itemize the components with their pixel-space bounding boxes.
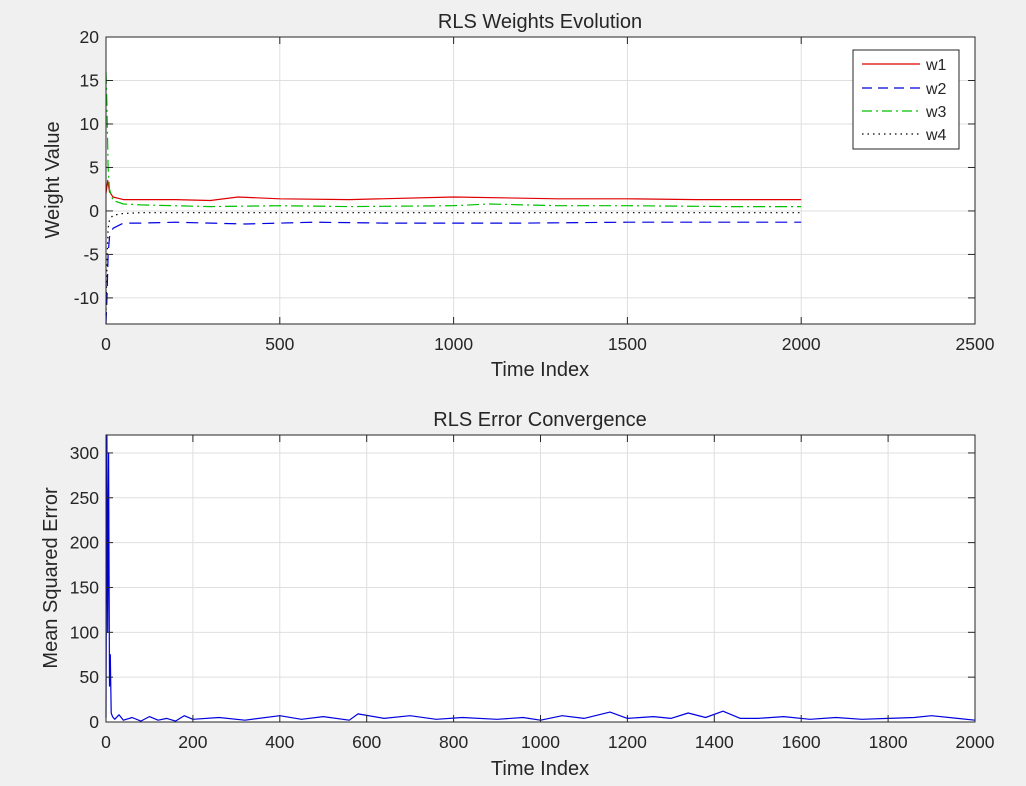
error-xtick-label: 600 [352, 732, 381, 752]
legend-label-w2: w2 [925, 81, 947, 98]
error-ytick-label: 100 [70, 622, 99, 642]
error-title: RLS Error Convergence [433, 409, 646, 431]
weights-xtick-label: 2000 [782, 334, 821, 354]
weights-grid [105, 36, 976, 324]
weights-series-lines [105, 71, 802, 325]
weights-ytick-label: -10 [74, 288, 100, 308]
error-xtick-label: 2000 [956, 732, 995, 752]
error-xtick-label: 0 [101, 732, 111, 752]
error-xtick-label: 1000 [521, 732, 560, 752]
weights-ytick-label: 15 [80, 70, 99, 90]
legend-label-w1: w1 [925, 57, 947, 74]
weights-ytick-label: 10 [80, 114, 100, 134]
weights-xtick-label: 2500 [956, 334, 995, 354]
error-xtick-label: 1400 [695, 732, 734, 752]
error-xtick-label: 200 [178, 732, 207, 752]
legend-label-w4: w4 [925, 127, 947, 144]
weights-ytick-label: -5 [83, 244, 99, 264]
error-ytick-label: 300 [70, 443, 99, 463]
error-ytick-label: 250 [70, 488, 99, 508]
legend-entry-w4: w4 [862, 127, 947, 144]
error-ytick-label: 200 [70, 533, 99, 553]
legend-entry-w1: w1 [862, 57, 947, 74]
error-ylabel: Mean Squared Error [40, 487, 62, 669]
weights-title: RLS Weights Evolution [438, 11, 642, 33]
error-series-line-1 [105, 434, 976, 722]
error-series-lines [105, 434, 976, 722]
weights-plot: 0 500 1000 1500 2000 2500 -10 -5 0 5 10 15 20 RLS We… [42, 11, 995, 381]
legend-entry-w2: w2 [862, 81, 947, 98]
weights-xtick-label: 0 [101, 334, 111, 354]
legend-box [852, 49, 960, 150]
error-xtick-label: 1800 [869, 732, 908, 752]
error-ytick-label: 0 [89, 712, 99, 732]
weights-xtick-label: 1000 [434, 334, 473, 354]
weights-plot-area [106, 37, 975, 324]
error-ytick-label: 150 [70, 577, 99, 597]
weights-ticks: 0 500 1000 1500 2000 2500 -10 -5 0 5 10 15 20 [74, 27, 995, 354]
weights-plot-frame [105, 36, 976, 325]
error-xtick-label: 800 [439, 732, 468, 752]
weights-xtick-label: 500 [265, 334, 294, 354]
error-ytick-label: 50 [80, 667, 100, 687]
weights-xtick-label: 1500 [608, 334, 647, 354]
weights-ytick-label: 20 [80, 27, 100, 47]
weights-ytick-label: 5 [89, 157, 99, 177]
error-plot: 0 200 400 600 800 1000 1200 1400 1600 1800 2000 0 50… [40, 409, 995, 780]
legend-entry-w3: w3 [862, 104, 947, 121]
error-xtick-label: 1200 [608, 732, 647, 752]
error-xlabel: Time Index [491, 758, 589, 780]
weights-ytick-label: 0 [89, 201, 99, 221]
weights-legend: w1 w2 w3 w4 [852, 49, 960, 150]
weights-series-w1 [105, 179, 802, 202]
weights-xlabel: Time Index [491, 359, 589, 381]
error-xtick-label: 1600 [782, 732, 821, 752]
error-ticks: 0 200 400 600 800 1000 1200 1400 1600 1800 2000 0 50… [70, 435, 995, 752]
weights-ylabel: Weight Value [42, 121, 64, 238]
error-xtick-label: 400 [265, 732, 294, 752]
legend-label-w3: w3 [925, 104, 947, 121]
weights-series-w2 [105, 221, 802, 325]
